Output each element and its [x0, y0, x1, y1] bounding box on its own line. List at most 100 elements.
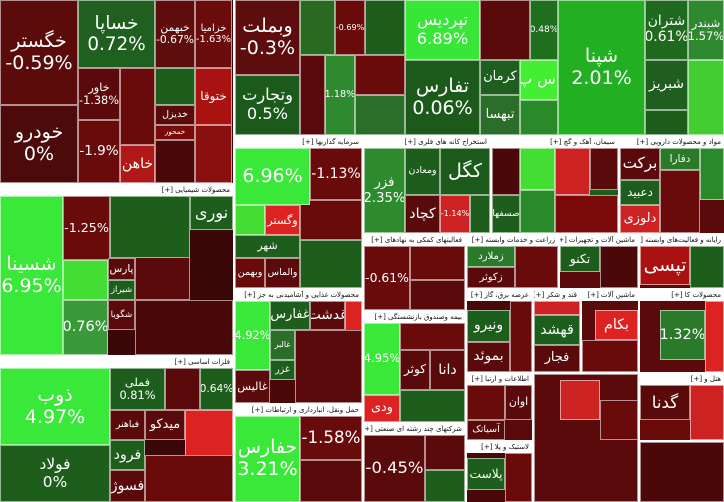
- tile-filler: [195, 125, 232, 183]
- tile-value: -0.61%: [365, 270, 409, 285]
- tile: زکوثر: [467, 267, 515, 288]
- tile-value: 0%: [23, 143, 55, 165]
- tile: وبهمن: [235, 258, 265, 288]
- tile-label: شتران: [647, 13, 686, 30]
- tile-filler: [705, 301, 724, 372]
- tile: -1.25%: [63, 196, 110, 260]
- tile-label: دلوزی: [623, 210, 657, 226]
- tile: خدیزل: [155, 105, 195, 125]
- tile-filler: [515, 246, 558, 288]
- group-header[interactable]: هتل و [+]: [640, 374, 724, 385]
- group-header[interactable]: سیمان، آهک و گچ [+]: [492, 137, 618, 148]
- group-header[interactable]: لاستیک و پلا [+]: [467, 442, 532, 453]
- tile: -0.45%: [364, 435, 425, 502]
- tile: پلاست: [467, 458, 505, 490]
- group-header[interactable]: شرکتهای چند رشته ای صنعتی [+]: [364, 424, 465, 435]
- tile-label: کگل: [448, 159, 482, 182]
- tile-label: خمحور: [164, 127, 186, 137]
- tile: میدکو: [145, 410, 185, 440]
- group-header[interactable]: اطلاعات و ارتبا [+]: [467, 374, 532, 385]
- tile-label: زکوثر: [479, 271, 503, 283]
- tile-filler: [400, 323, 465, 350]
- tile-label: شگویا: [110, 310, 133, 320]
- tile-label: ونیرو: [473, 317, 504, 334]
- group-header[interactable]: ماشین آلات [+]: [582, 290, 638, 301]
- tile: کوثر: [400, 350, 430, 390]
- group-header[interactable]: مواد و محصولات دارویی [+]: [620, 137, 724, 148]
- tile-label: قهشد: [540, 321, 574, 338]
- group-header[interactable]: ماشین آلات و تجهیزات [+]: [560, 235, 638, 246]
- tile: -1.58%: [300, 416, 362, 460]
- tile-filler: [520, 100, 558, 135]
- group-header[interactable]: بیمه وصندوق بازنشستگی [+]: [364, 312, 465, 323]
- tile: -1.14%: [440, 195, 470, 233]
- tile-value: 0.48%: [530, 24, 558, 35]
- tile: شپنا 2.01%: [558, 0, 645, 135]
- tile-label: وتجارت: [242, 85, 293, 105]
- tile: فزر 2.35%: [364, 148, 405, 233]
- tile: غالیس: [235, 370, 270, 403]
- tile: کگل: [440, 148, 490, 195]
- tile: 1.32%: [660, 310, 705, 360]
- group-header[interactable]: عرضه برق، گاز [+]: [467, 290, 532, 301]
- group-header[interactable]: فلزات اساسی [+]: [0, 357, 233, 368]
- group-header[interactable]: فعالیتهای کمکی به نهادهای [+]: [364, 235, 465, 246]
- tile-label: شیراز: [110, 285, 133, 295]
- tile-filler: [505, 453, 532, 502]
- tile-filler: [425, 470, 465, 502]
- tile-label: ذوب: [37, 383, 73, 406]
- group-header[interactable]: زراعت و خدمات وابسته [+]: [467, 235, 558, 246]
- tile: تپسی: [640, 246, 690, 285]
- tile-filler: [235, 205, 265, 235]
- tile-label: برکت: [622, 154, 658, 173]
- tile-value: -1.25%: [64, 219, 109, 235]
- group-header[interactable]: سرمایه گذاریها [+]: [235, 137, 362, 148]
- tile: فولاد 0%: [0, 445, 110, 502]
- group-header[interactable]: استخراج کانه های فلزی [+]: [364, 137, 490, 148]
- tile-label: خزامیا: [200, 22, 227, 34]
- group-header[interactable]: رایانه و فعالیت‌های وابسته [+]: [640, 235, 724, 246]
- tile-value: 6.96%: [242, 164, 303, 187]
- group-header[interactable]: حمل ونقل، انبارداری و ارتباطات [+]: [235, 405, 362, 416]
- tile: صسفها: [492, 195, 520, 233]
- tile-label: شسینا: [6, 252, 57, 275]
- group-header[interactable]: قند و شکر [+]: [534, 290, 580, 301]
- tile-value: 0.76%: [63, 319, 108, 336]
- tile-filler: [700, 148, 724, 200]
- group-header[interactable]: محصولات شیمیایی [+]: [0, 185, 233, 196]
- tile-filler: [600, 246, 638, 288]
- tile-filler: [467, 385, 505, 420]
- tile-label: کوثر: [403, 362, 426, 377]
- tile: فسوژ: [110, 470, 145, 502]
- tile-filler: [135, 300, 233, 355]
- tile: ختوقا: [195, 68, 232, 125]
- tile: شگویا: [108, 300, 135, 330]
- tile: قهشد: [534, 315, 580, 345]
- tile-label: پارس: [109, 262, 134, 275]
- tile-value: -1.58%: [301, 428, 361, 448]
- tile-filler: [355, 95, 405, 135]
- tile-label: غالیس: [237, 380, 268, 393]
- tile-label: فرود: [113, 446, 142, 463]
- tile-label: کچاد: [409, 205, 436, 222]
- tile-label: شبندر: [691, 15, 721, 30]
- tile: وبملت -0.3%: [235, 0, 300, 75]
- tile: دفارا: [660, 148, 700, 170]
- tile: غالبر: [270, 330, 295, 360]
- tile-filler: [145, 455, 233, 502]
- group-header[interactable]: محصولات کا [+]: [640, 290, 724, 301]
- tile-value: 0.61%: [645, 29, 688, 45]
- tile-value: 0.64%: [200, 381, 233, 395]
- tile-filler: [155, 140, 195, 183]
- tile-label: شبریز: [649, 76, 684, 93]
- tile-value: -1.38%: [79, 94, 119, 107]
- tile: ومعادن: [405, 148, 440, 195]
- tile-label: تبهسا: [485, 106, 515, 122]
- tile-filler: [300, 200, 362, 240]
- tile-label: خاور: [88, 81, 110, 95]
- group-header[interactable]: محصولات غذایی و آشامیدنی به جز [+]: [235, 290, 362, 301]
- tile-label: فباهنر: [115, 418, 140, 430]
- tile: 1.18%: [325, 55, 355, 135]
- tile: تفارس 0.06%: [405, 60, 480, 135]
